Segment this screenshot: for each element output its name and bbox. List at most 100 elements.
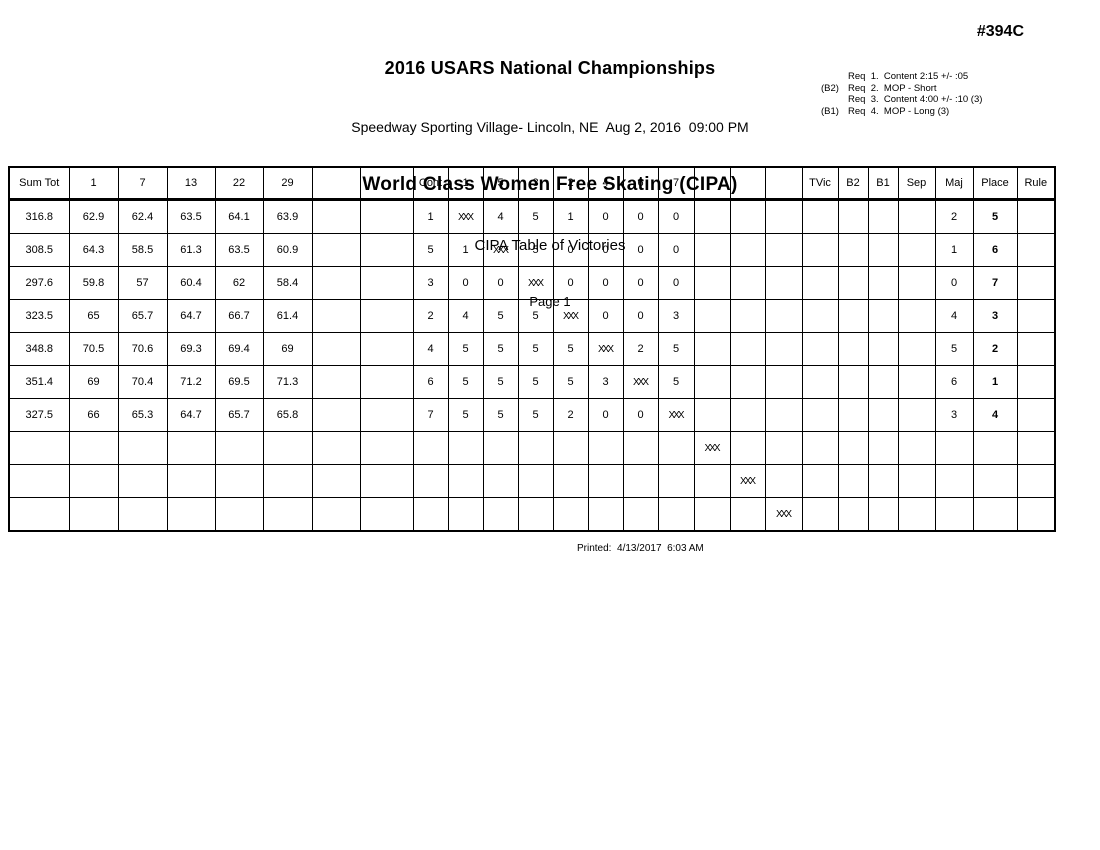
table-cell: 6 bbox=[412, 365, 449, 399]
table-cell: 4 bbox=[482, 199, 519, 234]
requirement-line: (B2) Req 2. MOP - Short bbox=[821, 83, 982, 95]
table-cell bbox=[117, 497, 168, 532]
table-cell bbox=[447, 497, 484, 532]
column-header: 22 bbox=[214, 166, 264, 201]
table-cell: 65.7 bbox=[214, 398, 264, 432]
table-cell: 70.6 bbox=[117, 332, 168, 366]
table-cell bbox=[934, 497, 974, 532]
table-cell: 0 bbox=[587, 398, 624, 432]
table-cell: 1 bbox=[412, 199, 449, 234]
table-cell bbox=[311, 398, 361, 432]
table-cell bbox=[764, 233, 803, 267]
table-cell: 5 bbox=[517, 299, 554, 333]
column-header: Place bbox=[972, 166, 1018, 201]
table-cell bbox=[693, 299, 731, 333]
column-header: B2 bbox=[837, 166, 869, 201]
table-cell bbox=[801, 365, 839, 399]
table-cell bbox=[867, 199, 899, 234]
table-cell: 5 bbox=[517, 398, 554, 432]
table-cell bbox=[359, 497, 414, 532]
table-cell: 0 bbox=[622, 299, 659, 333]
table-cell: 65.8 bbox=[262, 398, 313, 432]
table-cell bbox=[867, 464, 899, 498]
table-cell: 3 bbox=[412, 266, 449, 300]
table-cell: 60.4 bbox=[166, 266, 216, 300]
table-cell bbox=[867, 398, 899, 432]
table-cell bbox=[552, 497, 589, 532]
requirement-prefix bbox=[821, 94, 848, 106]
table-cell: 351.4 bbox=[8, 365, 70, 399]
table-cell: 65.7 bbox=[117, 299, 168, 333]
table-cell bbox=[517, 497, 554, 532]
table-cell bbox=[622, 497, 659, 532]
table-cell bbox=[552, 431, 589, 465]
column-header bbox=[764, 166, 803, 201]
table-row: 316.8 62.9 62.4 63.5 64.1 63.9 1 XXX 4 5 1 0 0 0 2 5 bbox=[8, 199, 1056, 234]
table-cell bbox=[359, 332, 414, 366]
table-cell bbox=[214, 497, 264, 532]
table-cell bbox=[359, 431, 414, 465]
table-cell bbox=[311, 464, 361, 498]
column-header: 29 bbox=[262, 166, 313, 201]
table-cell: 2 bbox=[412, 299, 449, 333]
table-cell bbox=[729, 497, 766, 532]
table-cell: 5 bbox=[934, 332, 974, 366]
table-cell bbox=[447, 431, 484, 465]
table-cell: 69.3 bbox=[166, 332, 216, 366]
table-cell bbox=[729, 365, 766, 399]
table-cell bbox=[8, 497, 70, 532]
table-cell: 5 bbox=[552, 332, 589, 366]
table-cell bbox=[897, 266, 936, 300]
table-row: 348.8 70.5 70.6 69.3 69.4 69 4 5 5 5 5 XXX 2 5 5 2 bbox=[8, 332, 1056, 366]
table-cell: XXX bbox=[447, 199, 484, 234]
table-cell: 64.7 bbox=[166, 398, 216, 432]
table-cell bbox=[166, 464, 216, 498]
table-cell bbox=[867, 332, 899, 366]
table-cell bbox=[729, 431, 766, 465]
table-cell bbox=[68, 431, 119, 465]
table-cell: 59.8 bbox=[68, 266, 119, 300]
table-cell bbox=[1016, 365, 1056, 399]
table-cell: 62.4 bbox=[117, 199, 168, 234]
requirement-text: Req 1. Content 2:15 +/- :05 bbox=[848, 71, 969, 82]
table-cell: XXX bbox=[517, 266, 554, 300]
column-header: B1 bbox=[867, 166, 899, 201]
table-cell: XXX bbox=[587, 332, 624, 366]
column-header: TVic bbox=[801, 166, 839, 201]
table-cell bbox=[311, 365, 361, 399]
table-cell: 1 bbox=[972, 365, 1018, 399]
table-cell: 348.8 bbox=[8, 332, 70, 366]
table-cell bbox=[764, 365, 803, 399]
table-cell bbox=[972, 431, 1018, 465]
requirement-text: Req 4. MOP - Long (3) bbox=[848, 105, 950, 117]
header-row: Sum Tot 1 7 13 22 29 Cont 1 5 3 2 4 6 7 TVic B2 B1 Sep Maj… bbox=[8, 166, 1056, 201]
table-cell bbox=[934, 431, 974, 465]
column-header: 7 bbox=[117, 166, 168, 201]
table-cell: 4 bbox=[447, 299, 484, 333]
table-cell: 6 bbox=[934, 365, 974, 399]
table-cell: 66 bbox=[68, 398, 119, 432]
table-row: XXX bbox=[8, 431, 1056, 465]
table-cell bbox=[311, 199, 361, 234]
table-cell bbox=[897, 199, 936, 234]
table-cell bbox=[837, 266, 869, 300]
table-cell bbox=[693, 497, 731, 532]
table-cell: XXX bbox=[482, 233, 519, 267]
table-cell bbox=[359, 233, 414, 267]
table-cell bbox=[801, 464, 839, 498]
table-cell: 0 bbox=[657, 199, 695, 234]
column-header bbox=[359, 166, 414, 201]
table-cell bbox=[68, 497, 119, 532]
table-cell: 58.5 bbox=[117, 233, 168, 267]
column-header: Cont bbox=[412, 166, 449, 201]
table-cell bbox=[693, 233, 731, 267]
table-cell bbox=[897, 398, 936, 432]
table-cell: 66.7 bbox=[214, 299, 264, 333]
table-cell bbox=[837, 365, 869, 399]
table-cell: 5 bbox=[482, 365, 519, 399]
table-cell: 62 bbox=[214, 266, 264, 300]
table-cell bbox=[412, 497, 449, 532]
championship-title: 2016 USARS National Championships bbox=[384, 58, 716, 78]
table-cell: 5 bbox=[447, 398, 484, 432]
table-cell bbox=[867, 266, 899, 300]
